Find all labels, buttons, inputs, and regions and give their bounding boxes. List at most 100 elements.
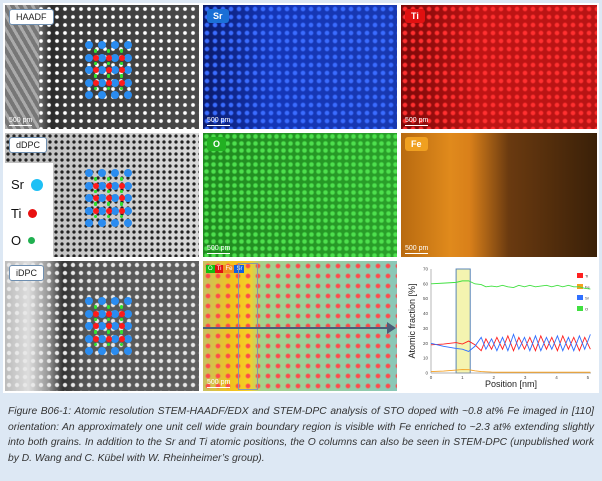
ti-atom [118, 54, 125, 61]
sr-atom [98, 322, 106, 330]
legend-swatch [577, 306, 583, 311]
sr-atom [85, 309, 93, 318]
ti-atom [92, 195, 99, 201]
panel-label: dDPC [9, 137, 48, 153]
sr-atom [85, 194, 93, 202]
ti-atom [92, 207, 99, 214]
sr-atom [111, 219, 119, 227]
sr-atom [98, 347, 106, 355]
ti-atom [105, 207, 112, 214]
legend-swatch [577, 273, 583, 278]
o-dot-icon [28, 237, 36, 244]
ti-map: Ti 500 pm [401, 5, 597, 129]
sr-atom [124, 347, 132, 355]
o-atom [106, 342, 111, 347]
sr-atom [124, 334, 132, 343]
figure: HAADF 500 pm Sr 500 pm Ti 500 pm dDPC Sr… [3, 3, 599, 393]
panel-label: HAADF [9, 9, 54, 25]
o-atom [93, 177, 98, 181]
atom-model-overlay [85, 297, 132, 355]
legend-label: Sr [11, 177, 24, 192]
ti-atom [92, 323, 99, 329]
panel-label: O [207, 137, 227, 151]
scale-bar: 500 pm [207, 379, 231, 388]
ti-atom [118, 335, 125, 342]
series-line-o [430, 280, 591, 290]
panel-label: iDPC [9, 265, 45, 281]
ddpc-image: dDPC Sr Ti O [5, 133, 199, 257]
sr-atom [124, 309, 132, 318]
ti-atom [92, 310, 99, 317]
atom-model-overlay [85, 169, 132, 227]
sr-atom [98, 91, 106, 99]
x-tick-label: 0 [430, 375, 433, 380]
legend-label: Fe [585, 285, 590, 290]
sr-atom [98, 181, 106, 190]
sr-atom [85, 219, 93, 227]
o-atom [119, 49, 124, 53]
sr-atom [98, 309, 106, 318]
o-atom [93, 330, 98, 334]
ti-atom [105, 323, 112, 329]
o-atom [93, 317, 98, 322]
sr-atom [98, 297, 106, 305]
o-atom [93, 61, 98, 66]
sr-atom [111, 78, 119, 87]
sr-atom [111, 297, 119, 305]
sr-atom [111, 181, 119, 190]
legend-label: Ti [11, 206, 22, 221]
idpc-image: iDPC [5, 261, 199, 391]
o-atom [119, 202, 124, 206]
o-atom [119, 305, 124, 309]
ti-atom [118, 323, 125, 329]
sr-atom [111, 53, 119, 62]
ti-atom [118, 67, 125, 73]
o-atom [119, 86, 124, 91]
sr-atom [124, 206, 132, 215]
o-atom [106, 214, 111, 219]
o-atom [106, 189, 111, 194]
atom-legend: Sr Ti O [5, 163, 53, 257]
line-profile-chart: 0 10 20 30 40 50 60 70 0 1 2 3 4 5 Position [nm] Atomic… [401, 261, 597, 391]
ti-atom [92, 67, 99, 73]
o-atom [106, 202, 111, 206]
sr-atom [111, 334, 119, 343]
o-atom [93, 49, 98, 53]
ti-atom [105, 182, 112, 189]
legend-swatch [577, 284, 583, 289]
series-line-sr [430, 333, 591, 353]
sr-atom [98, 169, 106, 177]
ti-atom [105, 310, 112, 317]
sr-atom [124, 41, 132, 49]
panel-label: Ti [405, 9, 425, 23]
sr-atom [111, 206, 119, 215]
sr-atom [111, 309, 119, 318]
sr-atom [98, 219, 106, 227]
y-tick-label: 60 [423, 281, 429, 286]
chip-fe: Fe [223, 265, 235, 273]
arrow-head-icon [387, 322, 396, 334]
sr-atom [85, 297, 93, 305]
sr-atom [98, 206, 106, 215]
sr-atom [124, 53, 132, 62]
o-atom [119, 342, 124, 347]
o-atom [106, 86, 111, 91]
panel-label: Fe [405, 137, 428, 151]
sr-atom [124, 169, 132, 177]
y-tick-label: 20 [423, 341, 429, 346]
ti-atom [118, 79, 125, 86]
x-tick-label: 4 [555, 375, 558, 380]
chart-svg: 0 10 20 30 40 50 60 70 0 1 2 3 4 5 Position [nm] Atomic… [407, 267, 591, 389]
chip-o: O [206, 265, 215, 273]
sr-atom [85, 347, 93, 355]
ti-atom [92, 54, 99, 61]
y-tick-label: 40 [423, 311, 429, 316]
sr-atom [111, 91, 119, 99]
o-atom [106, 317, 111, 322]
ti-atom [105, 335, 112, 342]
y-tick-label: 30 [423, 326, 429, 331]
sr-atom [98, 194, 106, 202]
y-tick-label: 70 [423, 267, 429, 272]
sr-atom [98, 334, 106, 343]
o-atom [93, 189, 98, 194]
